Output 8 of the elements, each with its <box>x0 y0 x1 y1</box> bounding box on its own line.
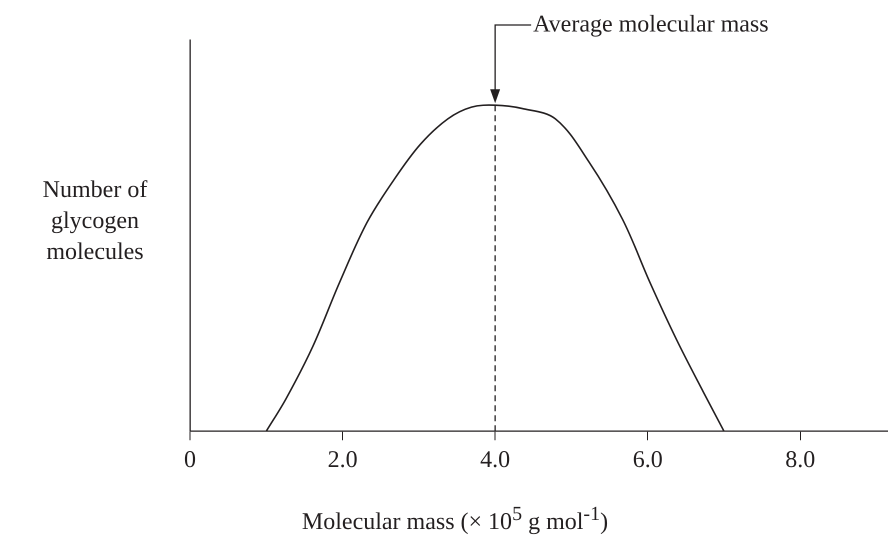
x-tick-label: 2.0 <box>328 446 358 473</box>
x-axis-title: Molecular mass (× 10$^{5}$ g mol$^{-1}$) <box>300 503 610 536</box>
y-axis-title: Number of glycogen molecules <box>42 176 148 267</box>
x-tick-label: 6.0 <box>632 446 663 473</box>
x-tick-label: 8.0 <box>785 446 816 473</box>
text: Average molecular mass <box>533 11 769 38</box>
x-tick-label: 0 <box>184 446 196 473</box>
x-tick-label: 4.0 <box>480 446 510 473</box>
